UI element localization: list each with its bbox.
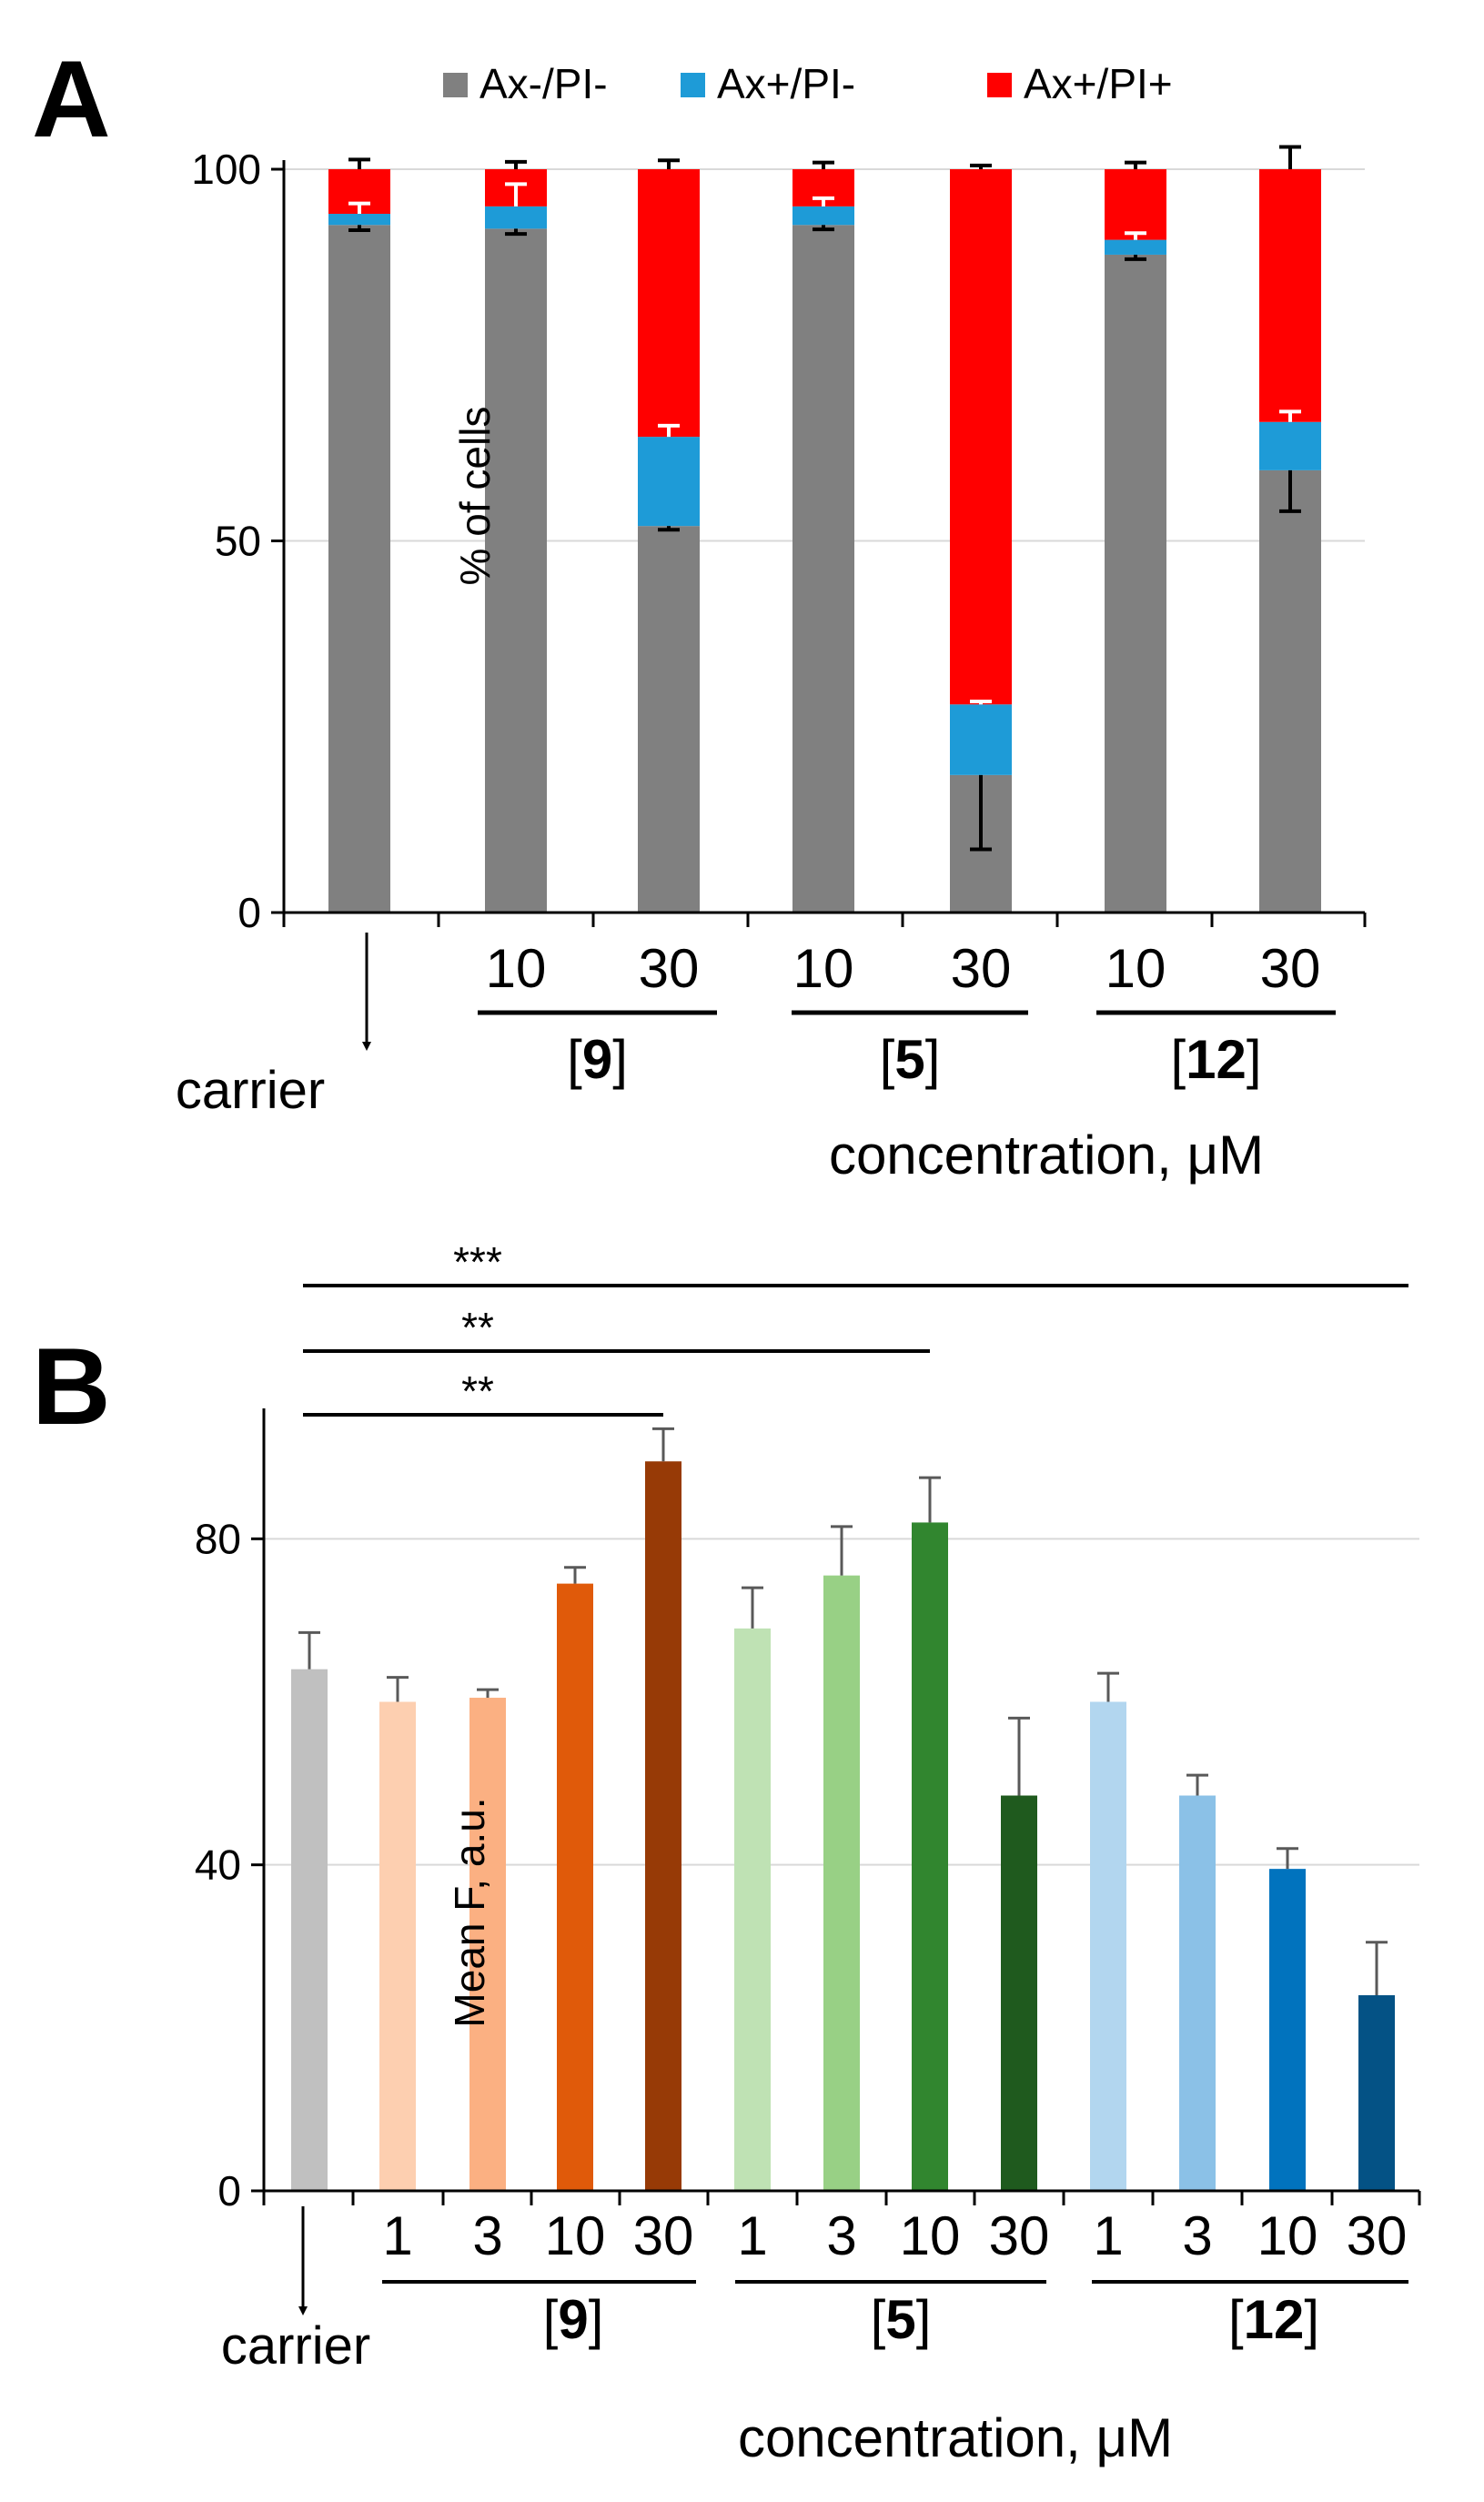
b-x-tick-label: 1: [1093, 2205, 1123, 2266]
a-legend-swatch: [681, 73, 705, 97]
panel-b-letter: B: [32, 1326, 111, 1448]
b-x-tick-label: 1: [737, 2205, 767, 2266]
b-y-axis-title: Mean F, a.u.: [446, 1797, 493, 2027]
a-legend-swatch: [443, 73, 468, 97]
a-legend-swatch: [987, 73, 1012, 97]
a-bar-2: [1105, 239, 1166, 255]
b-x-axis-title: concentration, μM: [738, 2407, 1173, 2468]
b-x-tick-label: 10: [545, 2205, 606, 2266]
b-x-tick-label: 10: [1257, 2205, 1318, 2266]
a-y-tick-label: 0: [237, 889, 261, 936]
b-x-tick-label: 30: [633, 2205, 694, 2266]
a-bar-1: [1105, 254, 1166, 913]
a-bar-2: [328, 214, 390, 226]
b-bars: [291, 1461, 1395, 2191]
a-error-bars: [348, 145, 1301, 852]
b-y-tick-label: 0: [217, 2167, 241, 2214]
a-x-tick-label: 30: [951, 938, 1012, 999]
a-x-tick-label: 10: [793, 938, 854, 999]
a-bar-1: [638, 526, 700, 913]
a-group-label: [12]: [1170, 1029, 1261, 1090]
b-bar: [557, 1583, 593, 2191]
b-bar: [645, 1461, 681, 2191]
a-bar-2: [792, 206, 854, 226]
a-bar-1: [1259, 469, 1321, 913]
panel-a-letter: A: [32, 38, 111, 160]
b-axes: [251, 1408, 1421, 2205]
a-carrier-label: carrier: [176, 1061, 325, 1120]
a-group-label: [5]: [880, 1029, 941, 1090]
a-bar-2: [638, 437, 700, 527]
a-legend-label: Ax+/PI+: [1024, 60, 1173, 107]
b-bar: [1179, 1795, 1216, 2191]
b-bar: [379, 1701, 416, 2191]
b-significance: *******: [303, 1238, 1408, 1417]
b-bar: [469, 1698, 506, 2191]
a-x-axis-title: concentration, μM: [829, 1125, 1264, 1185]
b-group-label: [9]: [543, 2289, 604, 2350]
a-axes: [271, 160, 1367, 927]
b-x-tick-label: 30: [1347, 2205, 1408, 2266]
b-x-tick-label: 10: [900, 2205, 961, 2266]
b-y-tick-label: 40: [195, 1841, 241, 1889]
b-bar: [1269, 1869, 1306, 2191]
b-error-bars: [298, 1427, 1388, 1995]
a-bar-3: [1105, 169, 1166, 240]
b-x-tick-label: 1: [382, 2205, 412, 2266]
b-bar: [291, 1669, 328, 2191]
a-legend-label: Ax-/PI-: [480, 60, 608, 107]
a-x-tick-label: 10: [486, 938, 547, 999]
b-group-label: [12]: [1228, 2289, 1319, 2350]
b-x-tick-label: 30: [989, 2205, 1050, 2266]
a-bar-2: [485, 206, 547, 229]
panel-a: A Ax-/PI- Ax+/PI- Ax+/PI+ 0 50 100 10 30 10 30 10…: [32, 38, 1367, 1185]
a-bar-2: [1259, 421, 1321, 470]
a-group-label: [9]: [567, 1029, 628, 1090]
a-legend: Ax-/PI- Ax+/PI- Ax+/PI+: [443, 60, 1173, 107]
b-x-tick-label: 3: [472, 2205, 502, 2266]
a-bar-1: [485, 228, 547, 913]
b-group-label: [5]: [871, 2289, 932, 2350]
a-x-tick-label: 10: [1105, 938, 1166, 999]
b-bar: [1001, 1795, 1037, 2191]
a-bar-1: [792, 225, 854, 913]
a-y-tick-label: 100: [191, 146, 261, 193]
a-bar-3: [1259, 169, 1321, 422]
a-x-tick-label: 30: [639, 938, 700, 999]
a-bar-2: [950, 704, 1012, 775]
b-x-tick-label: 3: [826, 2205, 856, 2266]
b-x-tick-label: 3: [1182, 2205, 1212, 2266]
b-bar: [912, 1522, 948, 2191]
b-significance-label: **: [461, 1367, 494, 1415]
b-bar: [823, 1575, 860, 2191]
b-bar: [734, 1628, 771, 2191]
b-bar: [1358, 1995, 1395, 2191]
a-bars: [328, 169, 1321, 913]
a-legend-label: Ax+/PI-: [717, 60, 855, 107]
a-bar-3: [950, 169, 1012, 705]
b-carrier-label: carrier: [221, 2316, 370, 2376]
a-bar-1: [328, 225, 390, 913]
a-y-tick-label: 50: [215, 518, 261, 565]
b-significance-label: **: [461, 1304, 494, 1351]
b-significance-label: ***: [453, 1238, 502, 1286]
b-y-tick-label: 80: [195, 1515, 241, 1562]
a-x-tick-label: 30: [1260, 938, 1321, 999]
b-bar: [1090, 1701, 1126, 2191]
a-bar-3: [638, 169, 700, 438]
a-y-axis-title: % of cells: [451, 407, 499, 586]
